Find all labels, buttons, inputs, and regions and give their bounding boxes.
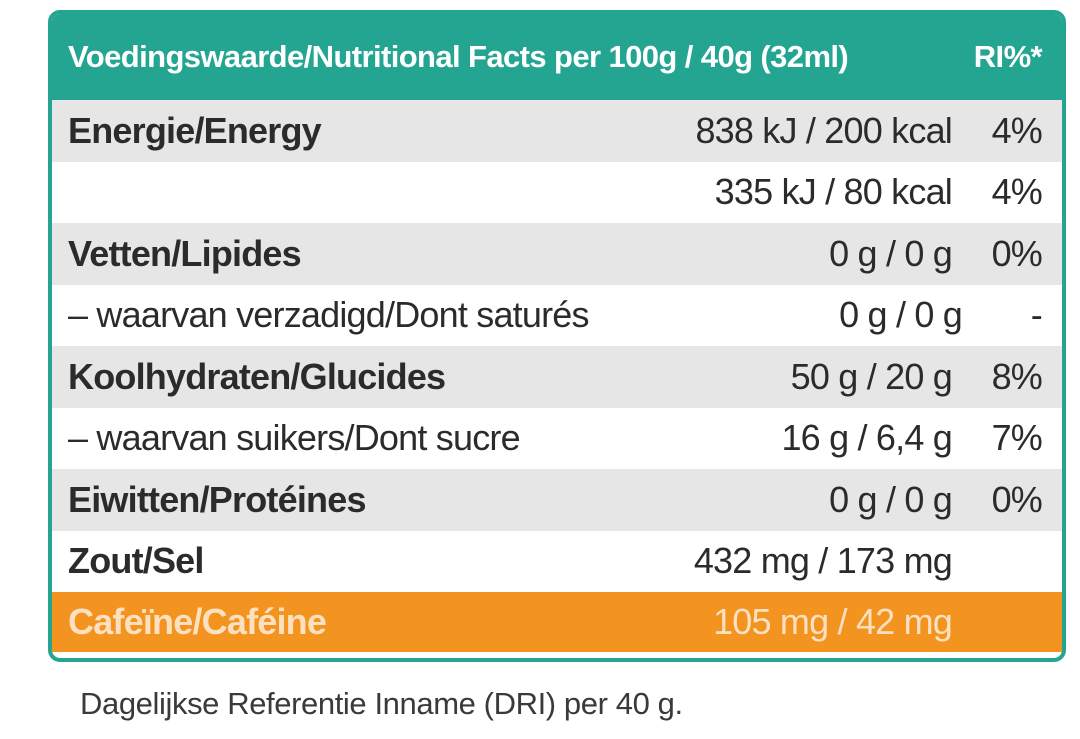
row-energy-serving: 335 kJ / 80 kcal 4% — [52, 161, 1062, 223]
row-energy: Energie/Energy 838 kJ / 200 kcal 4% — [52, 100, 1062, 162]
row-label: Zout/Sel — [68, 540, 204, 582]
row-amount: 0 g / 0 g — [839, 294, 963, 336]
row-label: Koolhydraten/Glucides — [68, 355, 446, 397]
row-ri: 7% — [991, 417, 1043, 459]
row-ri: 0% — [991, 478, 1043, 520]
row-amount: 0 g / 0 g — [829, 232, 953, 274]
header-title: Voedingswaarde/Nutritional Facts per 100… — [68, 39, 849, 74]
row-ri: - — [1030, 294, 1043, 336]
row-ri: 4% — [991, 109, 1043, 151]
row-salt: Zout/Sel 432 mg / 173 mg — [52, 530, 1062, 592]
row-label: – waarvan verzadigd/Dont saturés — [68, 294, 590, 336]
nutrition-table: Voedingswaarde/Nutritional Facts per 100… — [48, 10, 1066, 662]
row-amount: 105 mg / 42 mg — [713, 601, 953, 642]
row-amount: 50 g / 20 g — [790, 355, 953, 397]
row-fat: Vetten/Lipides 0 g / 0 g 0% — [52, 223, 1062, 285]
row-caffeine: Cafeïne/Caféine 105 mg / 42 mg — [52, 592, 1062, 652]
row-ri: 0% — [991, 232, 1043, 274]
row-label: – waarvan suikers/Dont sucre — [68, 417, 521, 459]
row-label: Eiwitten/Protéines — [68, 478, 366, 520]
row-amount: 0 g / 0 g — [829, 478, 953, 520]
footnote: Dagelijkse Referentie Inname (DRI) per 4… — [80, 686, 683, 721]
row-ri: 8% — [991, 355, 1043, 397]
row-amount: 335 kJ / 80 kcal — [714, 171, 953, 213]
row-ri: 4% — [991, 171, 1043, 213]
row-sugars: – waarvan suikers/Dont sucre 16 g / 6,4 … — [52, 407, 1062, 469]
row-amount: 16 g / 6,4 g — [781, 417, 952, 459]
row-amount: 432 mg / 173 mg — [693, 540, 953, 582]
row-label: Vetten/Lipides — [68, 232, 302, 274]
row-carbohydrates: Koolhydraten/Glucides 50 g / 20 g 8% — [52, 346, 1062, 408]
header-ri: RI%* — [973, 39, 1043, 74]
row-label: Energie/Energy — [68, 109, 322, 151]
table-header: Voedingswaarde/Nutritional Facts per 100… — [52, 14, 1062, 100]
row-label: Cafeïne/Caféine — [68, 601, 327, 642]
row-saturated-fat: – waarvan verzadigd/Dont saturés 0 g / 0… — [52, 284, 1062, 346]
row-amount: 838 kJ / 200 kcal — [695, 109, 952, 151]
row-protein: Eiwitten/Protéines 0 g / 0 g 0% — [52, 469, 1062, 531]
